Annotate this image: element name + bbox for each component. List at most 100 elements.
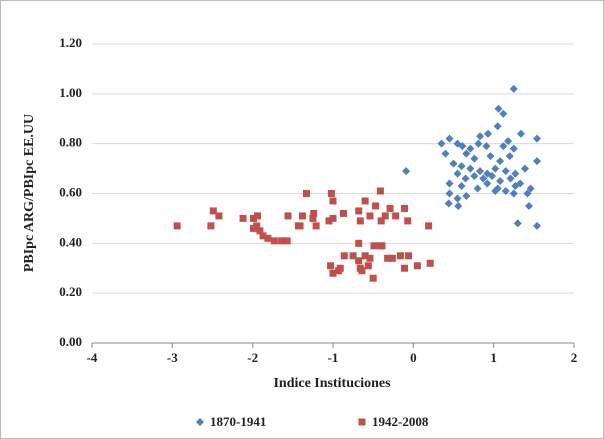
point xyxy=(482,142,491,151)
point xyxy=(253,212,261,220)
point xyxy=(298,212,306,220)
point xyxy=(504,137,513,146)
legend-marker xyxy=(358,418,366,426)
point xyxy=(400,204,408,212)
point xyxy=(506,174,515,183)
point xyxy=(310,209,318,217)
y-axis-label: PBIpc ARG/PBIpc EE.UU xyxy=(22,114,37,272)
point xyxy=(511,169,520,178)
x-tick-label: -1 xyxy=(328,350,339,365)
point xyxy=(425,222,433,230)
point xyxy=(437,139,446,148)
point xyxy=(526,184,535,193)
x-axis-label: Indice Instituciones xyxy=(273,376,391,391)
point xyxy=(356,217,364,225)
point xyxy=(494,104,503,113)
point xyxy=(376,187,384,195)
point xyxy=(496,157,505,166)
y-tick-label: 0.80 xyxy=(59,135,82,150)
point xyxy=(493,122,502,131)
point xyxy=(270,237,278,245)
point xyxy=(386,204,394,212)
y-tick-label: 0.00 xyxy=(59,334,82,349)
point xyxy=(473,184,482,193)
point xyxy=(470,172,479,181)
point xyxy=(444,199,453,208)
point xyxy=(520,164,529,173)
y-tick-label: 0.60 xyxy=(59,184,82,199)
x-tick-label: -3 xyxy=(167,350,178,365)
point xyxy=(355,207,363,215)
point xyxy=(404,217,412,225)
point xyxy=(278,237,286,245)
point xyxy=(249,214,257,222)
y-tick-label: 1.20 xyxy=(59,35,82,50)
point xyxy=(296,222,304,230)
point xyxy=(339,209,347,217)
point xyxy=(249,224,257,232)
point xyxy=(327,262,335,270)
point xyxy=(396,252,404,260)
point xyxy=(466,164,475,173)
y-tick-label: 0.20 xyxy=(59,284,82,299)
x-tick-label: -2 xyxy=(247,350,258,365)
point xyxy=(499,109,508,118)
point xyxy=(329,214,337,222)
point xyxy=(264,234,272,242)
point xyxy=(525,201,534,210)
point xyxy=(364,262,372,270)
point xyxy=(453,194,462,203)
point xyxy=(458,142,467,151)
legend-label: 1870-1941 xyxy=(210,414,266,429)
point xyxy=(309,214,317,222)
point xyxy=(491,164,500,173)
point xyxy=(484,129,493,138)
point xyxy=(381,212,389,220)
point xyxy=(496,177,505,186)
y-tick-label: 0.40 xyxy=(59,234,82,249)
point xyxy=(457,162,466,171)
point xyxy=(516,129,525,138)
point xyxy=(173,222,181,230)
point xyxy=(445,134,454,143)
point xyxy=(511,182,520,191)
point xyxy=(325,217,333,225)
point xyxy=(454,201,463,210)
point xyxy=(457,182,466,191)
point xyxy=(509,84,518,93)
point xyxy=(209,207,217,215)
point xyxy=(329,197,337,205)
point xyxy=(372,202,380,210)
point xyxy=(486,152,495,161)
point xyxy=(392,212,400,220)
point xyxy=(441,149,450,158)
point xyxy=(523,189,532,198)
point xyxy=(479,174,488,183)
point xyxy=(491,187,500,196)
point xyxy=(505,152,514,161)
legend-marker xyxy=(196,418,204,426)
point xyxy=(513,219,522,228)
point xyxy=(470,154,479,163)
point xyxy=(466,144,475,153)
point xyxy=(402,167,411,176)
point xyxy=(239,214,247,222)
point xyxy=(445,189,454,198)
point xyxy=(256,227,264,235)
point xyxy=(476,167,485,176)
point xyxy=(445,179,454,188)
point xyxy=(259,232,267,240)
point xyxy=(336,264,344,272)
point xyxy=(488,172,497,181)
point xyxy=(388,254,396,262)
point xyxy=(378,242,386,250)
point xyxy=(476,132,485,141)
point xyxy=(413,262,421,270)
point xyxy=(449,159,458,168)
point xyxy=(366,254,374,262)
point xyxy=(370,242,378,250)
point xyxy=(358,267,366,275)
point xyxy=(207,222,215,230)
